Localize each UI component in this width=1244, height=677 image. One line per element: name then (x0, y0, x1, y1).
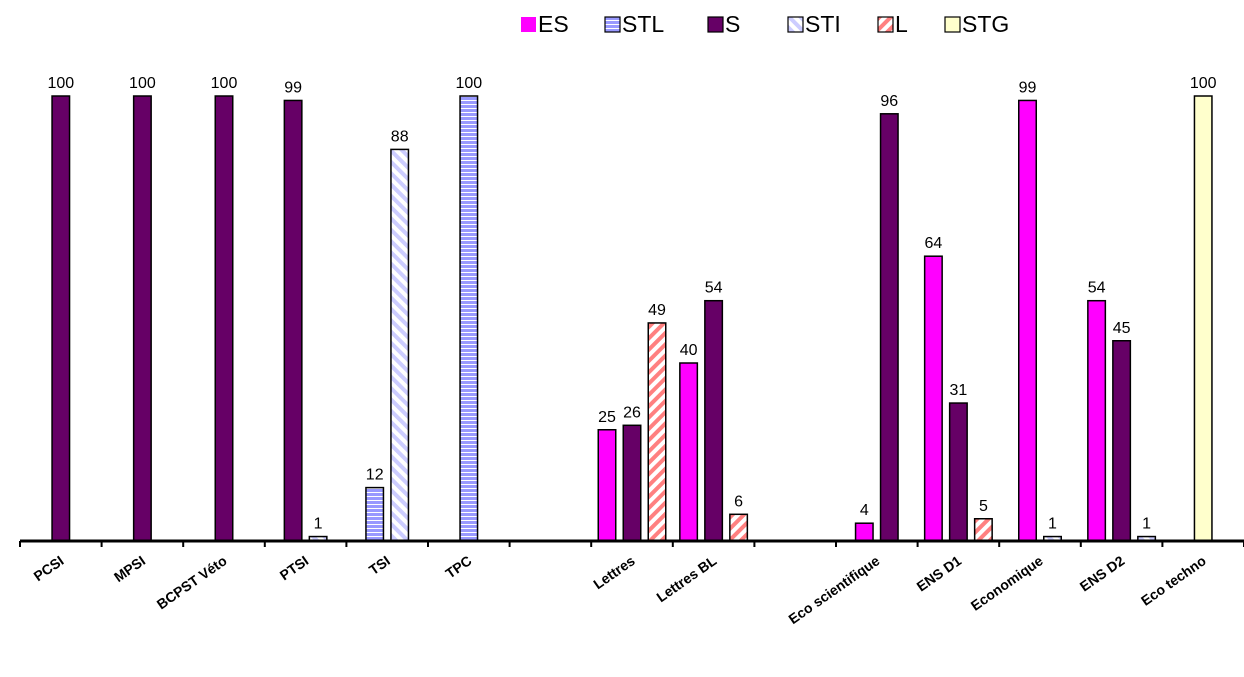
legend-label-sti: STI (805, 11, 841, 37)
data-label: 1 (1142, 516, 1151, 533)
data-label: 5 (979, 498, 988, 515)
chart-legend: ES STL S STI L STG (521, 11, 1009, 37)
bar-bcpst-v-to-s (214, 95, 234, 542)
data-label: 40 (680, 342, 698, 359)
bar-ens-d1-es (923, 255, 943, 542)
legend-label-es: ES (538, 11, 569, 37)
bar-economique-es (1018, 99, 1037, 542)
bar-tsi-stl (365, 486, 385, 542)
legend-swatch-stl (604, 16, 621, 33)
data-label: 99 (284, 79, 302, 96)
x-tick-label: ENS D1 (914, 552, 965, 594)
data-label: 1 (1048, 516, 1057, 533)
legend-label-s: S (725, 11, 740, 37)
legend-swatch-stg (944, 16, 961, 33)
data-label: 1 (314, 516, 323, 533)
legend-swatch-s (707, 16, 724, 33)
data-label: 96 (880, 93, 898, 110)
legend-swatch-es (521, 17, 536, 32)
data-label: 100 (129, 75, 156, 92)
legend-swatch-sti (787, 16, 804, 33)
bar-lettres-bl-s (704, 299, 724, 542)
bar-ptsi-s (283, 99, 303, 542)
data-label: 100 (47, 75, 74, 92)
x-tick-label: Lettres BL (653, 552, 719, 605)
x-tick-label: TPC (442, 552, 474, 581)
bar-lettres-bl-es (679, 362, 699, 542)
x-tick-label: MPSI (111, 552, 148, 585)
data-label: 54 (1088, 280, 1106, 297)
bar-eco-scientifique-s (879, 113, 899, 542)
bar-ens-d1-l (973, 518, 993, 542)
data-label: 100 (1190, 75, 1217, 92)
data-label: 100 (211, 75, 238, 92)
bar-tsi-sti (390, 148, 410, 542)
data-label: 88 (391, 128, 409, 145)
legend-swatch-l (877, 16, 894, 33)
bar-ens-d2-es (1087, 299, 1107, 542)
bar-group (51, 95, 1213, 542)
bar-lettres-es (597, 429, 617, 542)
x-tick-label: BCPST Véto (154, 552, 230, 612)
legend-label-l: L (895, 11, 908, 37)
x-tick-label: Economique (968, 552, 1046, 613)
x-tick-label: Eco techno (1138, 552, 1209, 608)
data-label: 100 (455, 75, 482, 92)
bar-eco-scientifique-es (854, 522, 874, 542)
bar-mpsi-s (132, 95, 152, 542)
x-tick-label: TSI (366, 552, 393, 578)
x-axis: PCSI MPSI BCPST Véto PTSI TSI TPC Lettres Lettr… (19, 539, 1244, 627)
data-label: 26 (623, 404, 641, 421)
x-tick-label: Eco scientifique (785, 552, 882, 627)
x-tick-label: PCSI (31, 552, 67, 584)
bar-tpc-stl (459, 95, 479, 542)
x-tick-label: ENS D2 (1077, 552, 1128, 594)
data-label: 64 (925, 235, 943, 252)
bar-eco-techno-stg (1193, 95, 1213, 542)
bar-ens-d2-s (1112, 340, 1132, 542)
data-label: 31 (950, 382, 968, 399)
bar-pcsi-s (51, 95, 71, 542)
bar-lettres-bl-l (729, 513, 749, 542)
legend-label-stg: STG (962, 11, 1009, 37)
data-label: 45 (1113, 320, 1131, 337)
data-label: 12 (366, 467, 384, 484)
x-tick-label: Lettres (590, 552, 638, 592)
data-label: 6 (734, 493, 743, 510)
data-label: 25 (598, 409, 616, 426)
bar-ens-d1-s (948, 402, 968, 542)
bar-lettres-l (647, 322, 667, 542)
data-label: 4 (860, 502, 869, 519)
data-label: 49 (648, 302, 666, 319)
legend-label-stl: STL (622, 11, 664, 37)
x-tick-label: PTSI (277, 552, 312, 583)
data-label: 54 (705, 280, 723, 297)
bar-lettres-s (622, 424, 642, 542)
data-label: 99 (1019, 79, 1037, 96)
